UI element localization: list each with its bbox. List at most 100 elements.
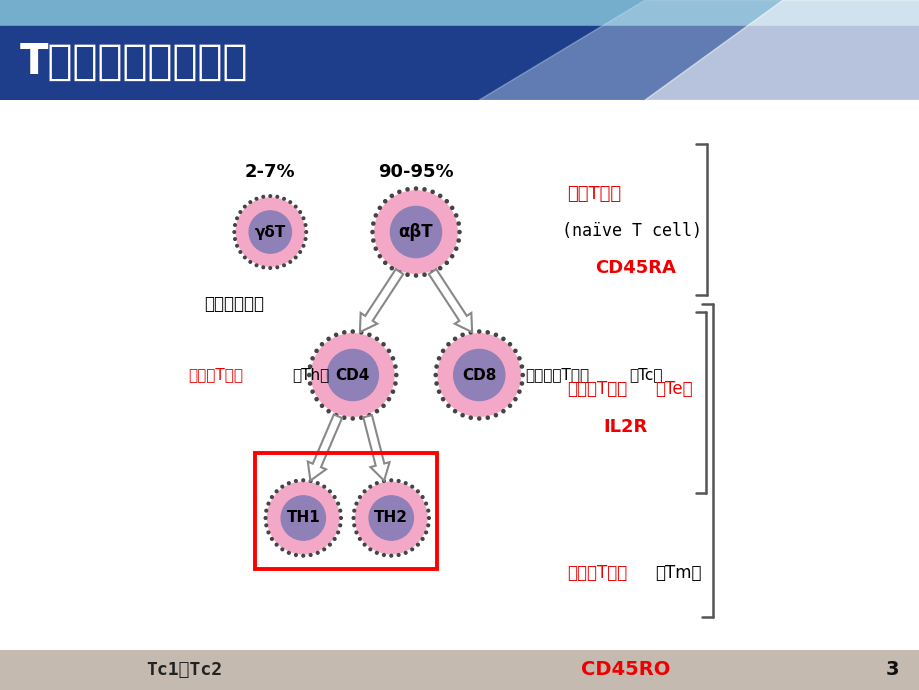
Circle shape (423, 273, 425, 276)
Circle shape (434, 373, 437, 377)
Circle shape (375, 482, 378, 484)
Text: IL2R: IL2R (602, 418, 647, 436)
Circle shape (397, 553, 400, 556)
Circle shape (316, 551, 319, 554)
Polygon shape (359, 269, 403, 332)
Circle shape (282, 197, 285, 200)
Circle shape (382, 480, 385, 482)
Circle shape (454, 247, 458, 250)
Circle shape (299, 250, 301, 253)
Circle shape (280, 485, 283, 488)
Circle shape (426, 524, 429, 526)
Circle shape (353, 509, 356, 512)
Circle shape (394, 373, 397, 377)
Text: （Tc）: （Tc） (629, 368, 663, 382)
Text: CD45RA: CD45RA (594, 259, 675, 277)
Circle shape (233, 238, 236, 240)
Circle shape (309, 553, 312, 556)
Circle shape (381, 343, 385, 346)
Circle shape (485, 331, 489, 334)
Circle shape (308, 365, 312, 368)
Circle shape (520, 382, 523, 385)
Circle shape (453, 410, 456, 413)
Circle shape (414, 187, 417, 190)
Circle shape (268, 267, 271, 269)
Circle shape (289, 261, 291, 264)
Text: 初始T细胞: 初始T细胞 (567, 184, 620, 203)
Circle shape (517, 357, 520, 360)
Circle shape (369, 496, 413, 540)
Circle shape (358, 495, 361, 498)
Circle shape (469, 331, 471, 334)
Circle shape (458, 230, 460, 234)
Circle shape (414, 274, 417, 277)
Circle shape (390, 206, 441, 257)
Circle shape (326, 337, 330, 340)
Text: T细胞亚群及其功能: T细胞亚群及其功能 (20, 41, 248, 83)
Circle shape (441, 397, 444, 401)
Circle shape (453, 337, 456, 340)
Circle shape (387, 397, 390, 401)
Circle shape (311, 357, 313, 360)
Circle shape (441, 349, 444, 353)
Text: TH1: TH1 (286, 511, 320, 526)
Circle shape (339, 517, 342, 520)
Circle shape (375, 410, 378, 413)
Circle shape (270, 538, 273, 540)
Circle shape (390, 195, 393, 197)
Circle shape (262, 195, 265, 198)
Circle shape (390, 479, 392, 482)
Circle shape (469, 416, 471, 420)
Circle shape (267, 502, 269, 505)
Circle shape (359, 416, 362, 420)
Circle shape (445, 199, 448, 203)
Text: 记忆性T细胞: 记忆性T细胞 (567, 564, 627, 582)
Circle shape (282, 264, 285, 266)
Circle shape (403, 482, 406, 484)
Circle shape (351, 417, 354, 420)
Circle shape (477, 417, 481, 420)
Circle shape (236, 198, 304, 266)
Circle shape (314, 397, 318, 401)
Circle shape (233, 230, 235, 233)
Circle shape (336, 531, 339, 534)
Circle shape (301, 217, 304, 219)
Circle shape (255, 264, 257, 266)
Circle shape (335, 333, 337, 337)
Circle shape (265, 524, 267, 526)
Text: TH2: TH2 (374, 511, 408, 526)
Text: CD45RO: CD45RO (580, 660, 670, 680)
Circle shape (374, 191, 457, 273)
Text: （Te）: （Te） (654, 380, 692, 397)
Circle shape (431, 270, 434, 274)
Circle shape (457, 239, 460, 242)
Circle shape (267, 482, 338, 554)
Circle shape (393, 382, 397, 385)
Circle shape (437, 357, 440, 360)
Circle shape (393, 365, 397, 368)
Circle shape (378, 255, 381, 258)
Circle shape (276, 266, 278, 268)
Circle shape (387, 349, 390, 353)
Circle shape (520, 365, 523, 368)
Circle shape (301, 554, 304, 557)
Circle shape (421, 495, 424, 498)
Circle shape (423, 188, 425, 191)
Circle shape (265, 509, 267, 512)
Circle shape (244, 256, 246, 259)
Circle shape (390, 266, 393, 270)
Circle shape (427, 517, 430, 520)
Circle shape (294, 480, 297, 482)
Circle shape (435, 382, 437, 385)
Circle shape (343, 331, 346, 334)
Circle shape (374, 247, 377, 250)
Circle shape (371, 222, 374, 225)
Circle shape (508, 343, 511, 346)
Circle shape (289, 201, 291, 204)
Circle shape (445, 262, 448, 264)
Circle shape (438, 266, 441, 270)
Circle shape (460, 413, 464, 417)
Circle shape (457, 222, 460, 225)
Circle shape (501, 410, 505, 413)
Circle shape (281, 496, 325, 540)
